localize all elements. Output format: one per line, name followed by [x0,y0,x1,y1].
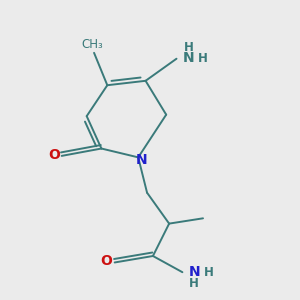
Text: O: O [48,148,60,162]
Text: H: H [204,266,214,279]
Text: N: N [188,265,200,279]
Text: O: O [100,254,112,268]
Text: CH₃: CH₃ [82,38,104,50]
Text: H: H [198,52,208,65]
Text: N: N [136,153,148,167]
Text: H: H [184,41,194,54]
Text: H: H [189,277,199,290]
Text: N: N [183,51,195,65]
